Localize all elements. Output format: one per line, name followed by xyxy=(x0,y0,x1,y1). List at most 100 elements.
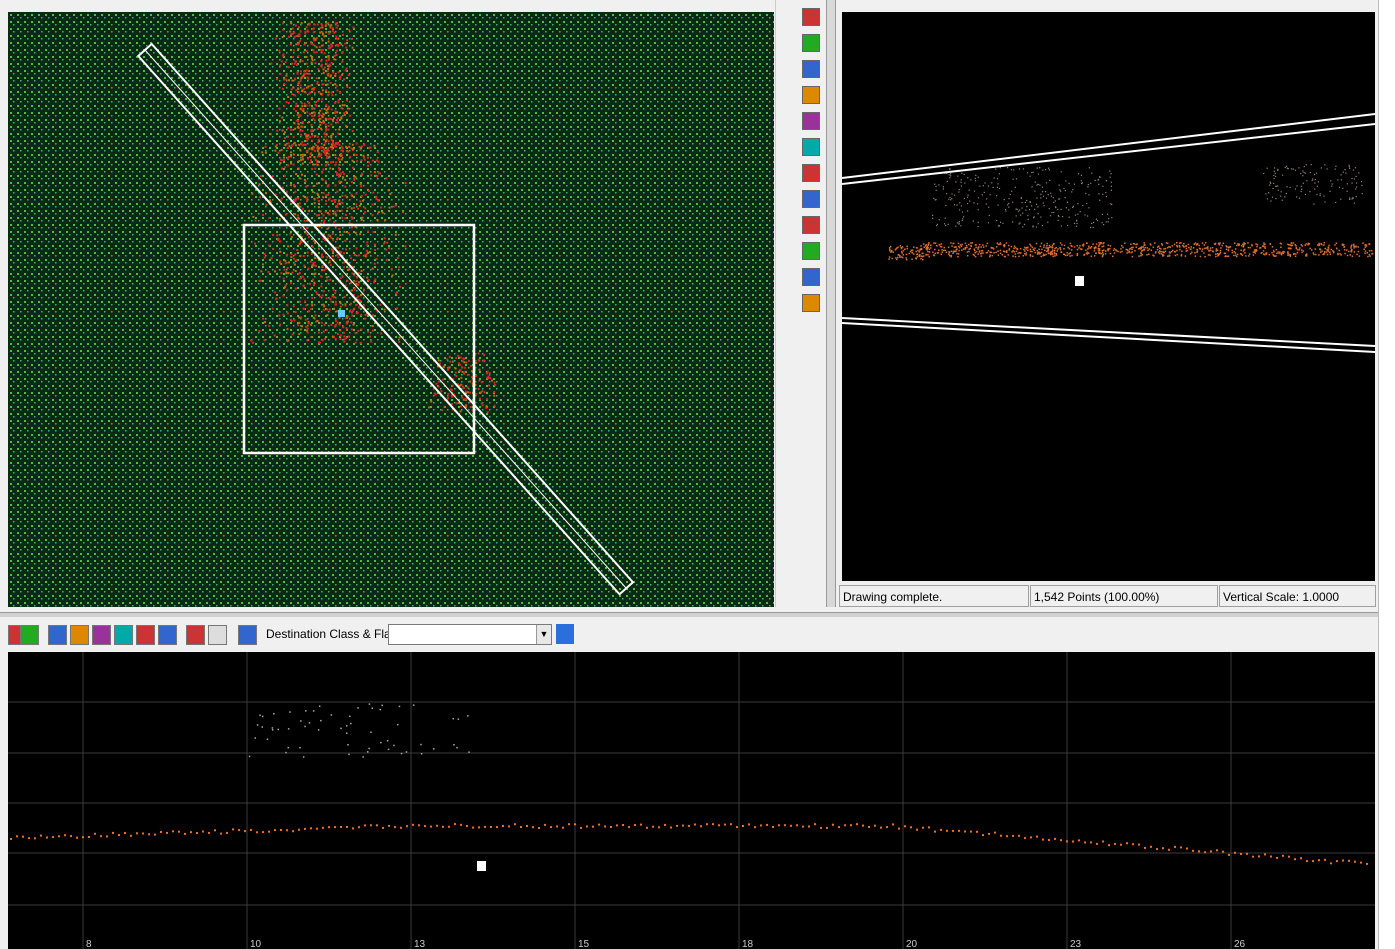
point xyxy=(1263,172,1265,175)
point xyxy=(963,173,965,175)
point xyxy=(682,824,684,827)
point xyxy=(464,370,467,373)
point xyxy=(296,72,299,75)
point xyxy=(958,223,960,225)
point xyxy=(317,214,320,216)
point xyxy=(1041,225,1044,227)
point xyxy=(483,391,486,394)
point xyxy=(1036,835,1038,838)
point xyxy=(1198,850,1200,853)
point xyxy=(100,835,102,838)
point xyxy=(337,175,340,178)
tool-button[interactable] xyxy=(92,625,111,645)
destination-dropdown[interactable]: ▼ xyxy=(388,624,552,645)
point xyxy=(298,243,301,246)
dropdown-arrow[interactable]: ▼ xyxy=(536,625,551,644)
point xyxy=(340,145,343,148)
splitter[interactable] xyxy=(0,612,1380,617)
point xyxy=(310,42,313,45)
point xyxy=(1176,245,1178,247)
tool-button[interactable] xyxy=(802,112,820,130)
point xyxy=(382,826,384,829)
point xyxy=(363,304,365,307)
tool-button[interactable] xyxy=(802,216,820,234)
point xyxy=(351,314,354,317)
tool-button[interactable] xyxy=(802,34,820,52)
point xyxy=(1178,244,1181,247)
tool-button[interactable] xyxy=(238,625,257,645)
point xyxy=(318,117,321,120)
tool-button[interactable] xyxy=(48,625,67,645)
tool-button[interactable] xyxy=(802,86,820,104)
tool-button[interactable] xyxy=(20,625,39,645)
profile-view[interactable]: 8 10 13 15 18 20 23 26 xyxy=(8,652,1375,949)
point xyxy=(297,55,300,58)
point xyxy=(1088,207,1090,209)
point xyxy=(124,832,126,834)
tool-button[interactable] xyxy=(158,625,177,645)
tool-button[interactable] xyxy=(802,294,820,312)
tool-button[interactable] xyxy=(802,60,820,78)
tool-button[interactable] xyxy=(802,242,820,260)
tool-button[interactable] xyxy=(802,268,820,286)
tool-button[interactable] xyxy=(186,625,205,645)
point xyxy=(1099,252,1101,254)
point xyxy=(320,64,323,67)
point xyxy=(1015,178,1018,180)
point xyxy=(360,159,363,162)
tool-button[interactable] xyxy=(208,625,227,645)
point xyxy=(368,146,371,149)
point xyxy=(310,253,313,255)
point xyxy=(977,226,979,228)
plan-view[interactable] xyxy=(8,12,774,607)
point xyxy=(302,90,305,93)
point xyxy=(299,129,302,132)
flag-button[interactable] xyxy=(556,624,574,644)
point xyxy=(1068,253,1070,255)
tool-button[interactable] xyxy=(70,625,89,645)
point xyxy=(676,824,678,827)
point xyxy=(310,323,313,326)
point xyxy=(957,242,960,245)
point xyxy=(303,264,306,267)
tool-button[interactable] xyxy=(802,164,820,182)
point xyxy=(1088,167,1090,169)
point xyxy=(1047,247,1049,249)
point xyxy=(324,202,327,205)
point xyxy=(900,246,902,249)
point xyxy=(307,322,310,325)
point xyxy=(1225,248,1228,251)
point xyxy=(1336,860,1338,863)
point xyxy=(287,158,289,161)
tool-button[interactable] xyxy=(802,8,820,26)
splitter[interactable] xyxy=(826,0,836,607)
section-view[interactable] xyxy=(842,12,1375,581)
point xyxy=(1231,249,1233,252)
point xyxy=(1338,249,1340,252)
point xyxy=(298,202,301,205)
tool-button[interactable] xyxy=(114,625,133,645)
tool-button[interactable] xyxy=(802,190,820,208)
point xyxy=(963,197,965,200)
point xyxy=(327,140,330,143)
point xyxy=(396,257,399,259)
point xyxy=(327,91,330,94)
point xyxy=(1068,216,1070,218)
point xyxy=(927,243,930,245)
point xyxy=(381,211,384,214)
tool-button[interactable] xyxy=(802,138,820,156)
point xyxy=(973,202,975,204)
point xyxy=(1369,255,1371,257)
point xyxy=(310,123,313,126)
point xyxy=(1054,837,1056,840)
point xyxy=(712,823,714,826)
point xyxy=(1115,249,1117,251)
point xyxy=(316,320,319,322)
tool-button[interactable] xyxy=(136,625,155,645)
point xyxy=(465,404,468,407)
point xyxy=(307,85,310,88)
point xyxy=(451,384,454,387)
point xyxy=(754,826,756,829)
point xyxy=(325,22,328,25)
point xyxy=(306,251,309,254)
